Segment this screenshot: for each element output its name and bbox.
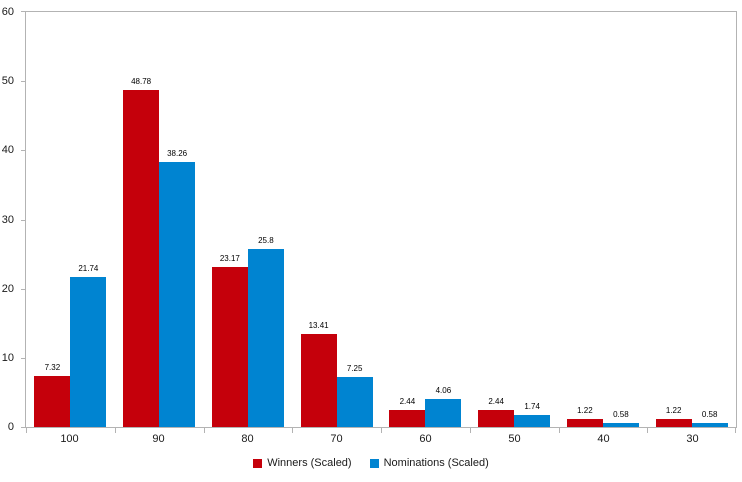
bar-value-label: 13.41 xyxy=(308,321,329,331)
nominations-bar-60: 4.06 xyxy=(425,386,462,427)
bar-value-label: 7.32 xyxy=(44,363,61,373)
nominations-bar-40: 0.58 xyxy=(602,410,639,427)
x-axis-tick-mark xyxy=(647,427,649,433)
x-axis-tick-mark xyxy=(381,427,382,433)
winners-bar-40: 1.22 xyxy=(566,406,603,427)
x-axis-tick-mark xyxy=(114,427,116,433)
bar-group-60: 2.44 4.06 xyxy=(381,12,470,427)
y-axis-tick-label: 30 xyxy=(1,213,14,226)
y-axis-tick-label: 50 xyxy=(1,75,14,88)
bar-group-100: 7.32 21.74 xyxy=(26,12,115,427)
legend-swatch-icon xyxy=(253,458,263,468)
winners-bar-90: 48.78 xyxy=(123,77,160,427)
bar-value-label: 2.44 xyxy=(488,397,504,407)
winners-bar-80: 23.17 xyxy=(211,254,248,427)
bar-group-40: 1.22 0.58 xyxy=(559,12,648,427)
y-axis-tick-mark xyxy=(21,427,26,428)
x-axis-tick-mark xyxy=(735,427,736,433)
bar-group-80: 23.17 25.8 xyxy=(204,12,293,427)
nominations-bar-90: 38.26 xyxy=(159,149,196,427)
y-axis-tick-label: 60 xyxy=(1,6,14,18)
bar-value-label: 7.25 xyxy=(346,363,363,373)
bar-group-90: 48.78 38.26 xyxy=(115,12,204,427)
x-axis-label-70: 70 xyxy=(330,433,343,445)
nominations-bar-70: 7.25 xyxy=(336,364,373,427)
bar-value-label: 1.22 xyxy=(577,405,593,415)
y-axis-tick-mark xyxy=(21,288,26,290)
bar-value-label: 21.74 xyxy=(78,263,99,273)
bar-value-label: 48.78 xyxy=(131,76,152,86)
x-axis-label-50: 50 xyxy=(508,433,521,445)
x-axis-tick-mark xyxy=(469,427,471,433)
bar-value-label: 1.22 xyxy=(665,405,682,415)
x-axis-tick-mark xyxy=(292,427,294,433)
x-axis-label-40: 40 xyxy=(597,433,610,445)
legend-label: Nominations (Scaled) xyxy=(383,457,489,469)
nominations-bar-50: 1.74 xyxy=(514,402,551,427)
x-axis-label-100: 100 xyxy=(60,433,79,445)
x-axis-tick-mark xyxy=(558,427,560,433)
nominations-bar-80: 25.8 xyxy=(247,236,284,427)
x-axis-tick-mark xyxy=(203,427,205,433)
bar-group-50: 2.44 1.74 xyxy=(470,12,559,427)
y-axis-tick-label: 40 xyxy=(1,144,14,157)
x-axis-label-30: 30 xyxy=(686,433,699,445)
winners-bar-50: 2.44 xyxy=(478,397,515,427)
bar-value-label: 25.8 xyxy=(258,235,274,245)
y-axis-tick-mark xyxy=(21,357,26,359)
bar-groups-row: 7.32 21.74 48.78 38.26 23.17 25.8 13.41 7.25 2.4… xyxy=(26,12,736,427)
y-axis-tick-mark xyxy=(21,219,26,221)
plot-area: 0 10 20 30 40 50 60 7.32 21.74 48.78 38.26 23.17 25.… xyxy=(2,7,737,433)
bar-value-label: 2.44 xyxy=(399,397,416,407)
bar-group-30: 1.22 0.58 xyxy=(647,12,736,427)
bar-value-label: 23.17 xyxy=(219,253,240,263)
winners-bar-30: 1.22 xyxy=(655,406,692,427)
x-axis-tick-mark xyxy=(26,427,27,433)
bar-value-label: 0.58 xyxy=(613,410,629,419)
winners-bar-70: 13.41 xyxy=(300,321,337,427)
bar-value-label: 1.74 xyxy=(524,401,540,411)
y-axis-tick-mark xyxy=(21,150,26,152)
bar-value-label: 38.26 xyxy=(167,149,188,159)
legend-item-winners: Winners (Scaled) xyxy=(253,457,352,469)
x-axis-label-90: 90 xyxy=(152,433,165,445)
y-axis-tick-label: 0 xyxy=(7,421,14,433)
bar-group-70: 13.41 7.25 xyxy=(292,12,381,427)
y-axis-tick-mark xyxy=(21,11,26,12)
y-axis-tick-mark xyxy=(21,81,26,83)
y-axis-tick-label: 20 xyxy=(1,282,14,295)
legend-swatch-icon xyxy=(369,458,379,468)
bar-value-label: 0.58 xyxy=(701,410,718,419)
bar-value-label: 4.06 xyxy=(435,385,452,395)
y-axis-tick-label: 10 xyxy=(1,351,14,364)
legend-label: Winners (Scaled) xyxy=(267,457,352,469)
winners-bar-60: 2.44 xyxy=(389,397,426,427)
legend-item-nominations: Nominations (Scaled) xyxy=(369,457,489,469)
chart-legend: Winners (Scaled) Nominations (Scaled) xyxy=(0,457,742,469)
x-axis-label-80: 80 xyxy=(241,433,254,445)
x-axis-labels: 100 90 80 70 60 50 40 30 xyxy=(25,433,737,445)
nominations-bar-30: 0.58 xyxy=(691,410,728,427)
winners-bar-100: 7.32 xyxy=(34,363,71,427)
x-axis-label-60: 60 xyxy=(419,433,432,445)
nominations-bar-100: 21.74 xyxy=(70,264,107,427)
